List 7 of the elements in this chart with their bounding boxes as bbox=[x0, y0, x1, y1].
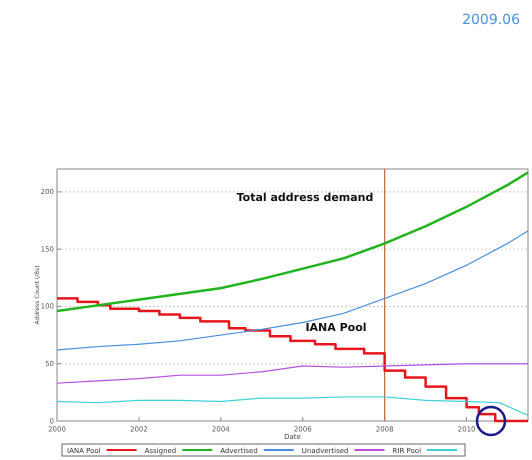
line-series bbox=[56, 396, 529, 416]
text: 2009.06 bbox=[462, 12, 520, 28]
line-series bbox=[56, 171, 530, 312]
line-series bbox=[56, 363, 529, 384]
annotation: Total address demand bbox=[236, 191, 374, 204]
annotation: IANA Pool bbox=[305, 321, 367, 334]
line-series bbox=[56, 230, 529, 351]
